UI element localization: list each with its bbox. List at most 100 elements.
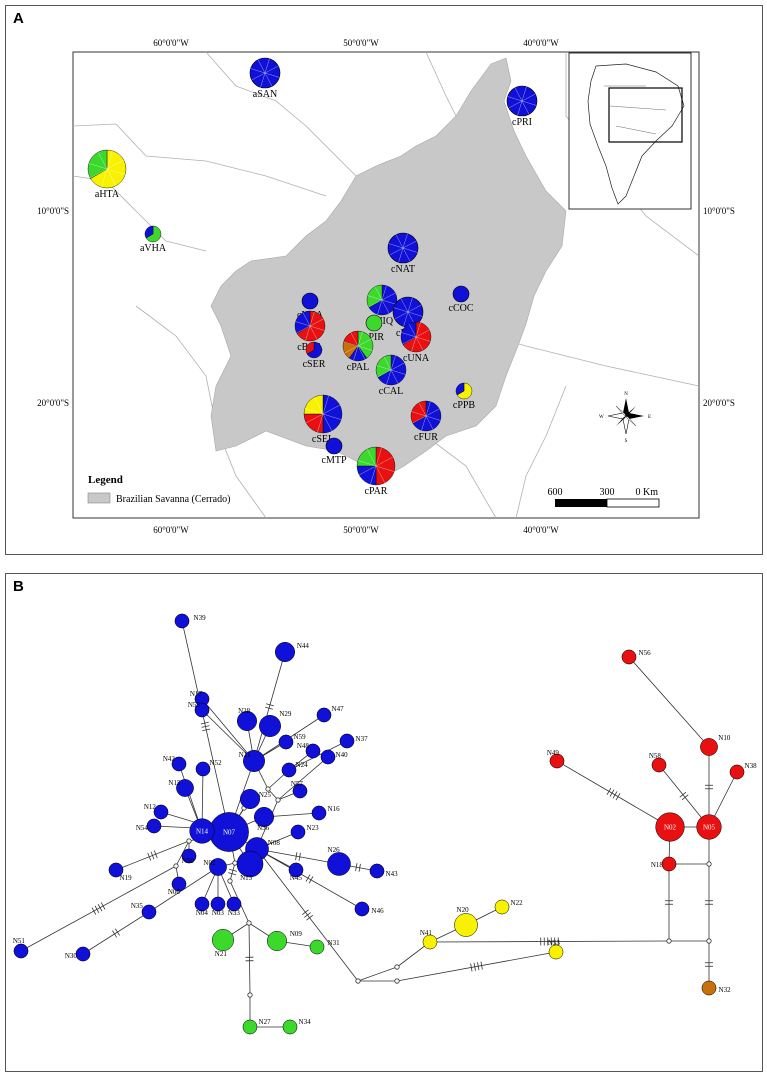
node-n11: N11 (239, 750, 265, 772)
tick-m7-N51-2 (94, 905, 100, 914)
node-label-n05: N05 (703, 824, 716, 832)
scale-label-300: 300 (600, 487, 615, 498)
node-label-n28: N28 (238, 707, 251, 715)
tick-m13-N53-0 (470, 963, 473, 972)
tick-N35-N30-0 (114, 928, 120, 936)
node-label-n31: N31 (328, 939, 341, 947)
node-n09: N09 (267, 930, 302, 951)
node-label-n48: N48 (297, 742, 310, 750)
tick-N26-N43-1 (358, 863, 361, 872)
node-label-n39: N39 (194, 614, 207, 622)
node-n53: N53 (548, 939, 564, 960)
site-asan: aSAN (249, 57, 281, 100)
site-label-cpir: cPIR (364, 332, 384, 343)
scale-bar-white (606, 498, 660, 508)
tick-N35-N30-1 (112, 930, 118, 938)
tick-N02-N49-1 (612, 791, 618, 799)
node-n10: N10 (700, 734, 731, 756)
node-label-n50: N50 (182, 857, 195, 865)
node-label-n42: N42 (163, 755, 176, 763)
site-csel: cSEL (303, 394, 343, 445)
compass-w: W (599, 415, 604, 420)
node-label-n18: N18 (651, 861, 664, 869)
node-n45: N45 (288, 862, 304, 882)
site-label-cnat: cNAT (391, 264, 415, 275)
tick-N08-m11-2 (306, 915, 314, 921)
median-vector (265, 786, 271, 792)
node-n52: N52 (195, 759, 223, 777)
node-label-n24: N24 (296, 761, 309, 769)
tick-N07-N39-1 (201, 725, 210, 728)
site-cmtp: cMTP (322, 437, 347, 466)
cerrado-region (210, 57, 567, 477)
edge-N35-N30 (82, 911, 150, 955)
site-label-ccoc: cCOC (449, 303, 474, 314)
edge-m13-N53 (396, 951, 557, 982)
lon-label-50-bottom: 50°0'0"W (343, 525, 379, 535)
median-vector (246, 920, 252, 926)
node-n37: N37 (339, 733, 369, 749)
site-label-cser: cSER (303, 359, 326, 370)
node-label-n49: N49 (547, 749, 560, 757)
node-n14: N14 (189, 818, 215, 844)
node-n16: N16 (311, 805, 341, 821)
edge-m5-m8 (229, 862, 236, 882)
legend-item: Brazilian Savanna (Cerrado) (116, 494, 230, 505)
node-n05: N05 (696, 814, 722, 840)
node-label-n53: N53 (548, 939, 561, 947)
panel-b-label: B (13, 578, 24, 595)
node-n47: N47 (316, 705, 344, 723)
site-label-ccal: cCAL (379, 386, 403, 397)
site-label-cppb: cPPB (453, 400, 476, 411)
tick-m6-N19-2 (147, 852, 152, 861)
tick-N08-N46-1 (308, 876, 314, 884)
tick-N26-N43-0 (355, 863, 358, 872)
node-n57: N57 (291, 780, 308, 799)
site-label-cuna: cUNA (403, 353, 430, 364)
site-label-cpal: cPAL (347, 362, 369, 373)
lon-label-40-top: 40°0'0"W (523, 38, 559, 48)
node-label-n37: N37 (356, 735, 369, 743)
tick-m7-N51-1 (97, 903, 103, 912)
node-label-n20: N20 (457, 906, 470, 914)
node-label-n22: N22 (511, 899, 524, 907)
lat-label-10-left: 10°0'0"S (37, 206, 69, 216)
panel-a-map: A 60°0'0"W 50°0'0"W 40°0'0"W 60°0'0"W 50… (5, 5, 763, 555)
site-cpar: cPAR (356, 446, 396, 497)
node-label-n54: N54 (136, 824, 149, 832)
edge-N11-N55 (201, 709, 255, 762)
edge-N11-N44 (253, 651, 286, 762)
lon-label-50-top: 50°0'0"W (343, 38, 379, 48)
network-edges (20, 620, 738, 1028)
panel-b-network: B N07 N11 N14 N08 N13 N26 N29 N28 N25 N36 N39 N44 N1… (5, 573, 763, 1072)
scale-label-600: 600 (548, 487, 563, 498)
node-label-n44: N44 (297, 642, 310, 650)
legend-swatch (87, 492, 111, 504)
node-label-n26: N26 (328, 846, 341, 854)
tick-N02-N49-3 (606, 787, 612, 796)
node-n31: N31 (309, 939, 341, 955)
node-n23: N23 (290, 824, 319, 840)
edge-N05-N58 (658, 764, 710, 828)
node-label-n07: N07 (223, 829, 236, 837)
node-n29: N29 (259, 710, 292, 737)
site-label-cpar: cPAR (365, 486, 388, 497)
node-label-n34: N34 (299, 1018, 312, 1026)
node-label-n41: N41 (420, 929, 433, 937)
node-n49: N49 (547, 749, 565, 769)
tick-m5-m8-1 (228, 872, 236, 876)
node-n44: N44 (275, 642, 309, 662)
tick-N08-m11-0 (301, 909, 309, 915)
site-cnat: cNAT (387, 232, 419, 275)
tick-N05-N58-1 (679, 791, 687, 798)
median-vector (275, 797, 281, 803)
node-label-n16: N16 (328, 805, 341, 813)
node-label-n52: N52 (210, 759, 223, 767)
node-n41: N41 (420, 929, 438, 950)
site-cniq: cNIQ (366, 284, 398, 327)
node-n18: N18 (651, 856, 677, 872)
median-vector (186, 838, 192, 844)
tick-N08-N26-0 (295, 852, 298, 861)
node-label-n38: N38 (745, 762, 758, 770)
node-n42: N42 (163, 755, 187, 772)
